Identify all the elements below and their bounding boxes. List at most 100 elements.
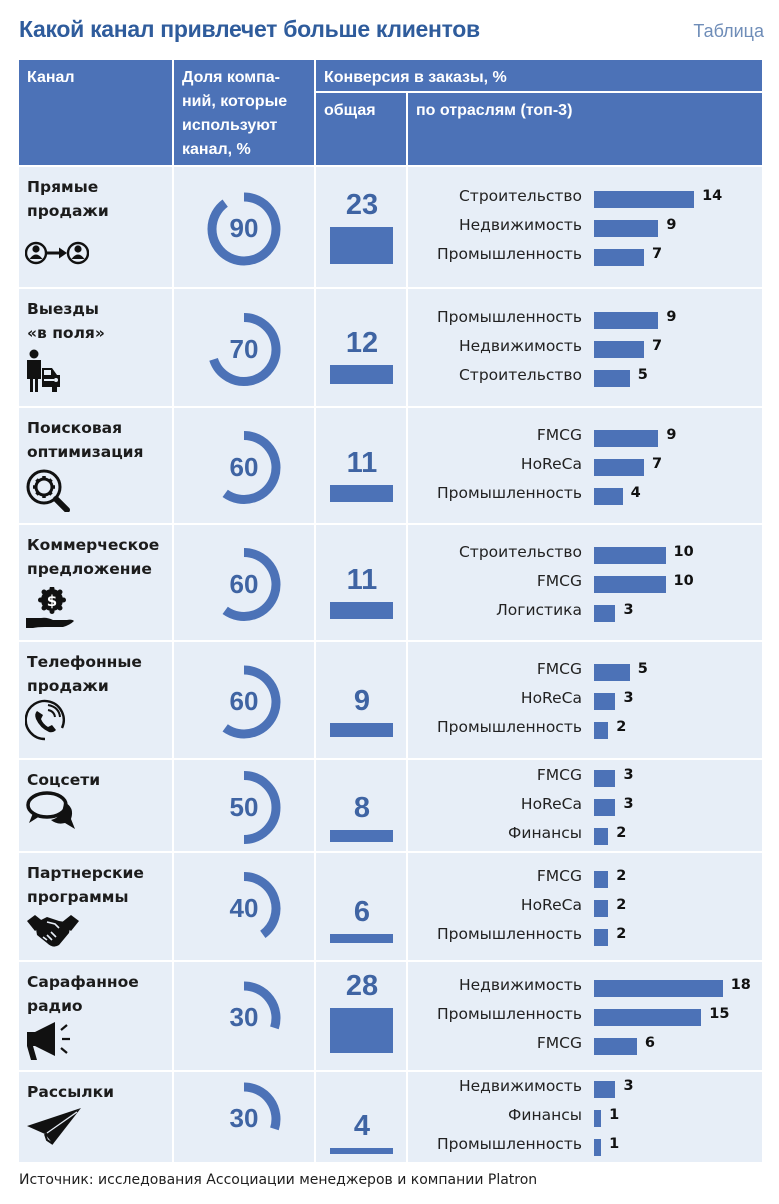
industry-bar — [594, 1038, 637, 1055]
industry-value: 7 — [652, 337, 663, 354]
industry-bar — [594, 798, 616, 816]
industry-bar — [594, 191, 695, 208]
industry-value: 2 — [616, 867, 627, 884]
share-value: 60 — [229, 686, 259, 716]
handshake-icon — [26, 914, 80, 948]
overall-cell: 12 — [316, 289, 406, 406]
industry-bar — [594, 546, 666, 564]
channel-name: Сарафанное радио — [27, 973, 139, 1015]
industry-value: 15 — [709, 1006, 730, 1022]
table-row: Сарафанное радио 30 28 Недвижимость 18 Промыш… — [19, 960, 762, 1070]
industry-bar — [594, 664, 630, 681]
person-to-person-icon — [25, 241, 89, 265]
industry-item: HoReCa 3 — [408, 687, 763, 716]
industry-name: Недвижимость — [458, 976, 582, 994]
industry-name: Финансы — [508, 1106, 582, 1124]
overall-cell: 11 — [316, 525, 406, 640]
table-row: Рассылки 30 4 Недвижимость 3 Финансы 1 Промышле… — [19, 1070, 762, 1162]
gear-magnifier-icon — [25, 468, 89, 512]
industry-value: 3 — [623, 795, 634, 812]
industry-name: FMCG — [536, 660, 582, 678]
industry-bar — [594, 369, 630, 387]
channel-name: Рассылки — [27, 1083, 114, 1101]
industry-name: Логистика — [496, 600, 582, 619]
share-value: 40 — [229, 892, 259, 923]
share-cell: 30 — [174, 1072, 314, 1162]
industry-cell: FMCG 5 HoReCa 3 Промышленность 2 — [408, 642, 762, 758]
overall-cell: 28 — [316, 962, 406, 1070]
share-value: 60 — [229, 451, 259, 482]
industry-item: Промышленность 15 — [408, 1003, 763, 1032]
industry-bar — [594, 693, 616, 710]
share-arc — [222, 431, 281, 504]
industry-bar — [594, 575, 666, 593]
overall-cell: 11 — [316, 408, 406, 523]
share-cell: 60 — [174, 642, 314, 758]
share-arc — [222, 665, 281, 739]
industry-value: 7 — [652, 246, 663, 262]
industry-bar — [594, 870, 609, 888]
channel-cell: Прямые продажи — [19, 167, 172, 287]
industry-name: Промышленность — [437, 245, 582, 263]
industry-cell: Недвижимость 3 Финансы 1 Промышленность 1 — [408, 1072, 762, 1162]
dollar-hand-icon — [26, 587, 74, 628]
industry-item: Строительство 14 — [408, 185, 763, 214]
industry-value: 9 — [666, 217, 677, 233]
overall-bar — [330, 933, 393, 944]
channel-cell: Соцсети — [19, 760, 172, 851]
channel-name: Соцсети — [27, 771, 101, 789]
share-ring — [222, 431, 281, 504]
overall-bar — [330, 1147, 393, 1154]
overall-bar — [330, 601, 393, 620]
industry-name: Промышленность — [437, 924, 582, 943]
industry-value: 2 — [616, 824, 627, 841]
industry-bar — [594, 604, 616, 622]
industry-item: Недвижимость 9 — [408, 214, 763, 243]
overall-bar — [330, 365, 393, 385]
chat-bubbles-icon — [26, 791, 77, 831]
channel-name: Коммерческое предложение — [27, 536, 160, 578]
share-arc — [209, 313, 281, 386]
industry-bar — [594, 1110, 602, 1127]
overall-cell: 23 — [316, 167, 406, 287]
industry-item: FMCG 10 — [408, 570, 763, 599]
industry-name: Строительство — [458, 187, 582, 205]
industry-item: FMCG 6 — [408, 1032, 763, 1061]
industry-value: 3 — [623, 601, 634, 618]
share-arc — [222, 548, 281, 621]
table-row: Прямые продажи 90 23 Строительство 14 Недвижи… — [19, 165, 762, 287]
industry-item: Промышленность 1 — [408, 1133, 763, 1162]
overall-value: 11 — [346, 563, 378, 596]
overall-bar — [330, 1008, 393, 1053]
share-ring — [222, 665, 281, 739]
megaphone-icon — [25, 1020, 72, 1062]
industry-bar — [594, 220, 659, 237]
industry-name: Финансы — [508, 823, 582, 842]
header-conversion: Конверсия в заказы, % — [316, 60, 762, 91]
industry-name: HoReCa — [520, 794, 582, 813]
industry-bar — [594, 429, 659, 447]
channel-name: Поисковая оптимизация — [27, 419, 144, 461]
header-share: Доля компа- ний, которые используют кана… — [174, 60, 314, 165]
industry-value: 3 — [623, 690, 634, 706]
industry-cell: Строительство 10 FMCG 10 Логистика 3 — [408, 525, 762, 640]
industry-item: Логистика 3 — [408, 599, 763, 628]
industry-name: Промышленность — [437, 483, 582, 502]
industry-value: 10 — [673, 572, 694, 589]
industry-value: 1 — [609, 1136, 620, 1152]
share-value: 30 — [229, 1002, 259, 1032]
channel-cell: Выезды «в поля» — [19, 289, 172, 406]
share-cell: 60 — [174, 525, 314, 640]
table-row: Соцсети 50 8 FMCG 3 HoReCa 3 Финансы 2 — [19, 758, 762, 851]
channel-cell: Поисковая оптимизация — [19, 408, 172, 523]
industry-bar — [594, 458, 645, 476]
table-row: Поисковая оптимизация 60 11 FMCG 9 HoReCa 7 Про… — [19, 406, 762, 523]
industry-item: FMCG 5 — [408, 658, 763, 687]
share-value: 90 — [229, 213, 259, 243]
industry-name: FMCG — [536, 425, 582, 444]
industry-value: 5 — [637, 366, 648, 383]
channel-name: Прямые продажи — [27, 178, 109, 220]
share-arc — [243, 1082, 281, 1131]
share-cell: 40 — [174, 853, 314, 960]
share-cell: 50 — [174, 760, 314, 851]
